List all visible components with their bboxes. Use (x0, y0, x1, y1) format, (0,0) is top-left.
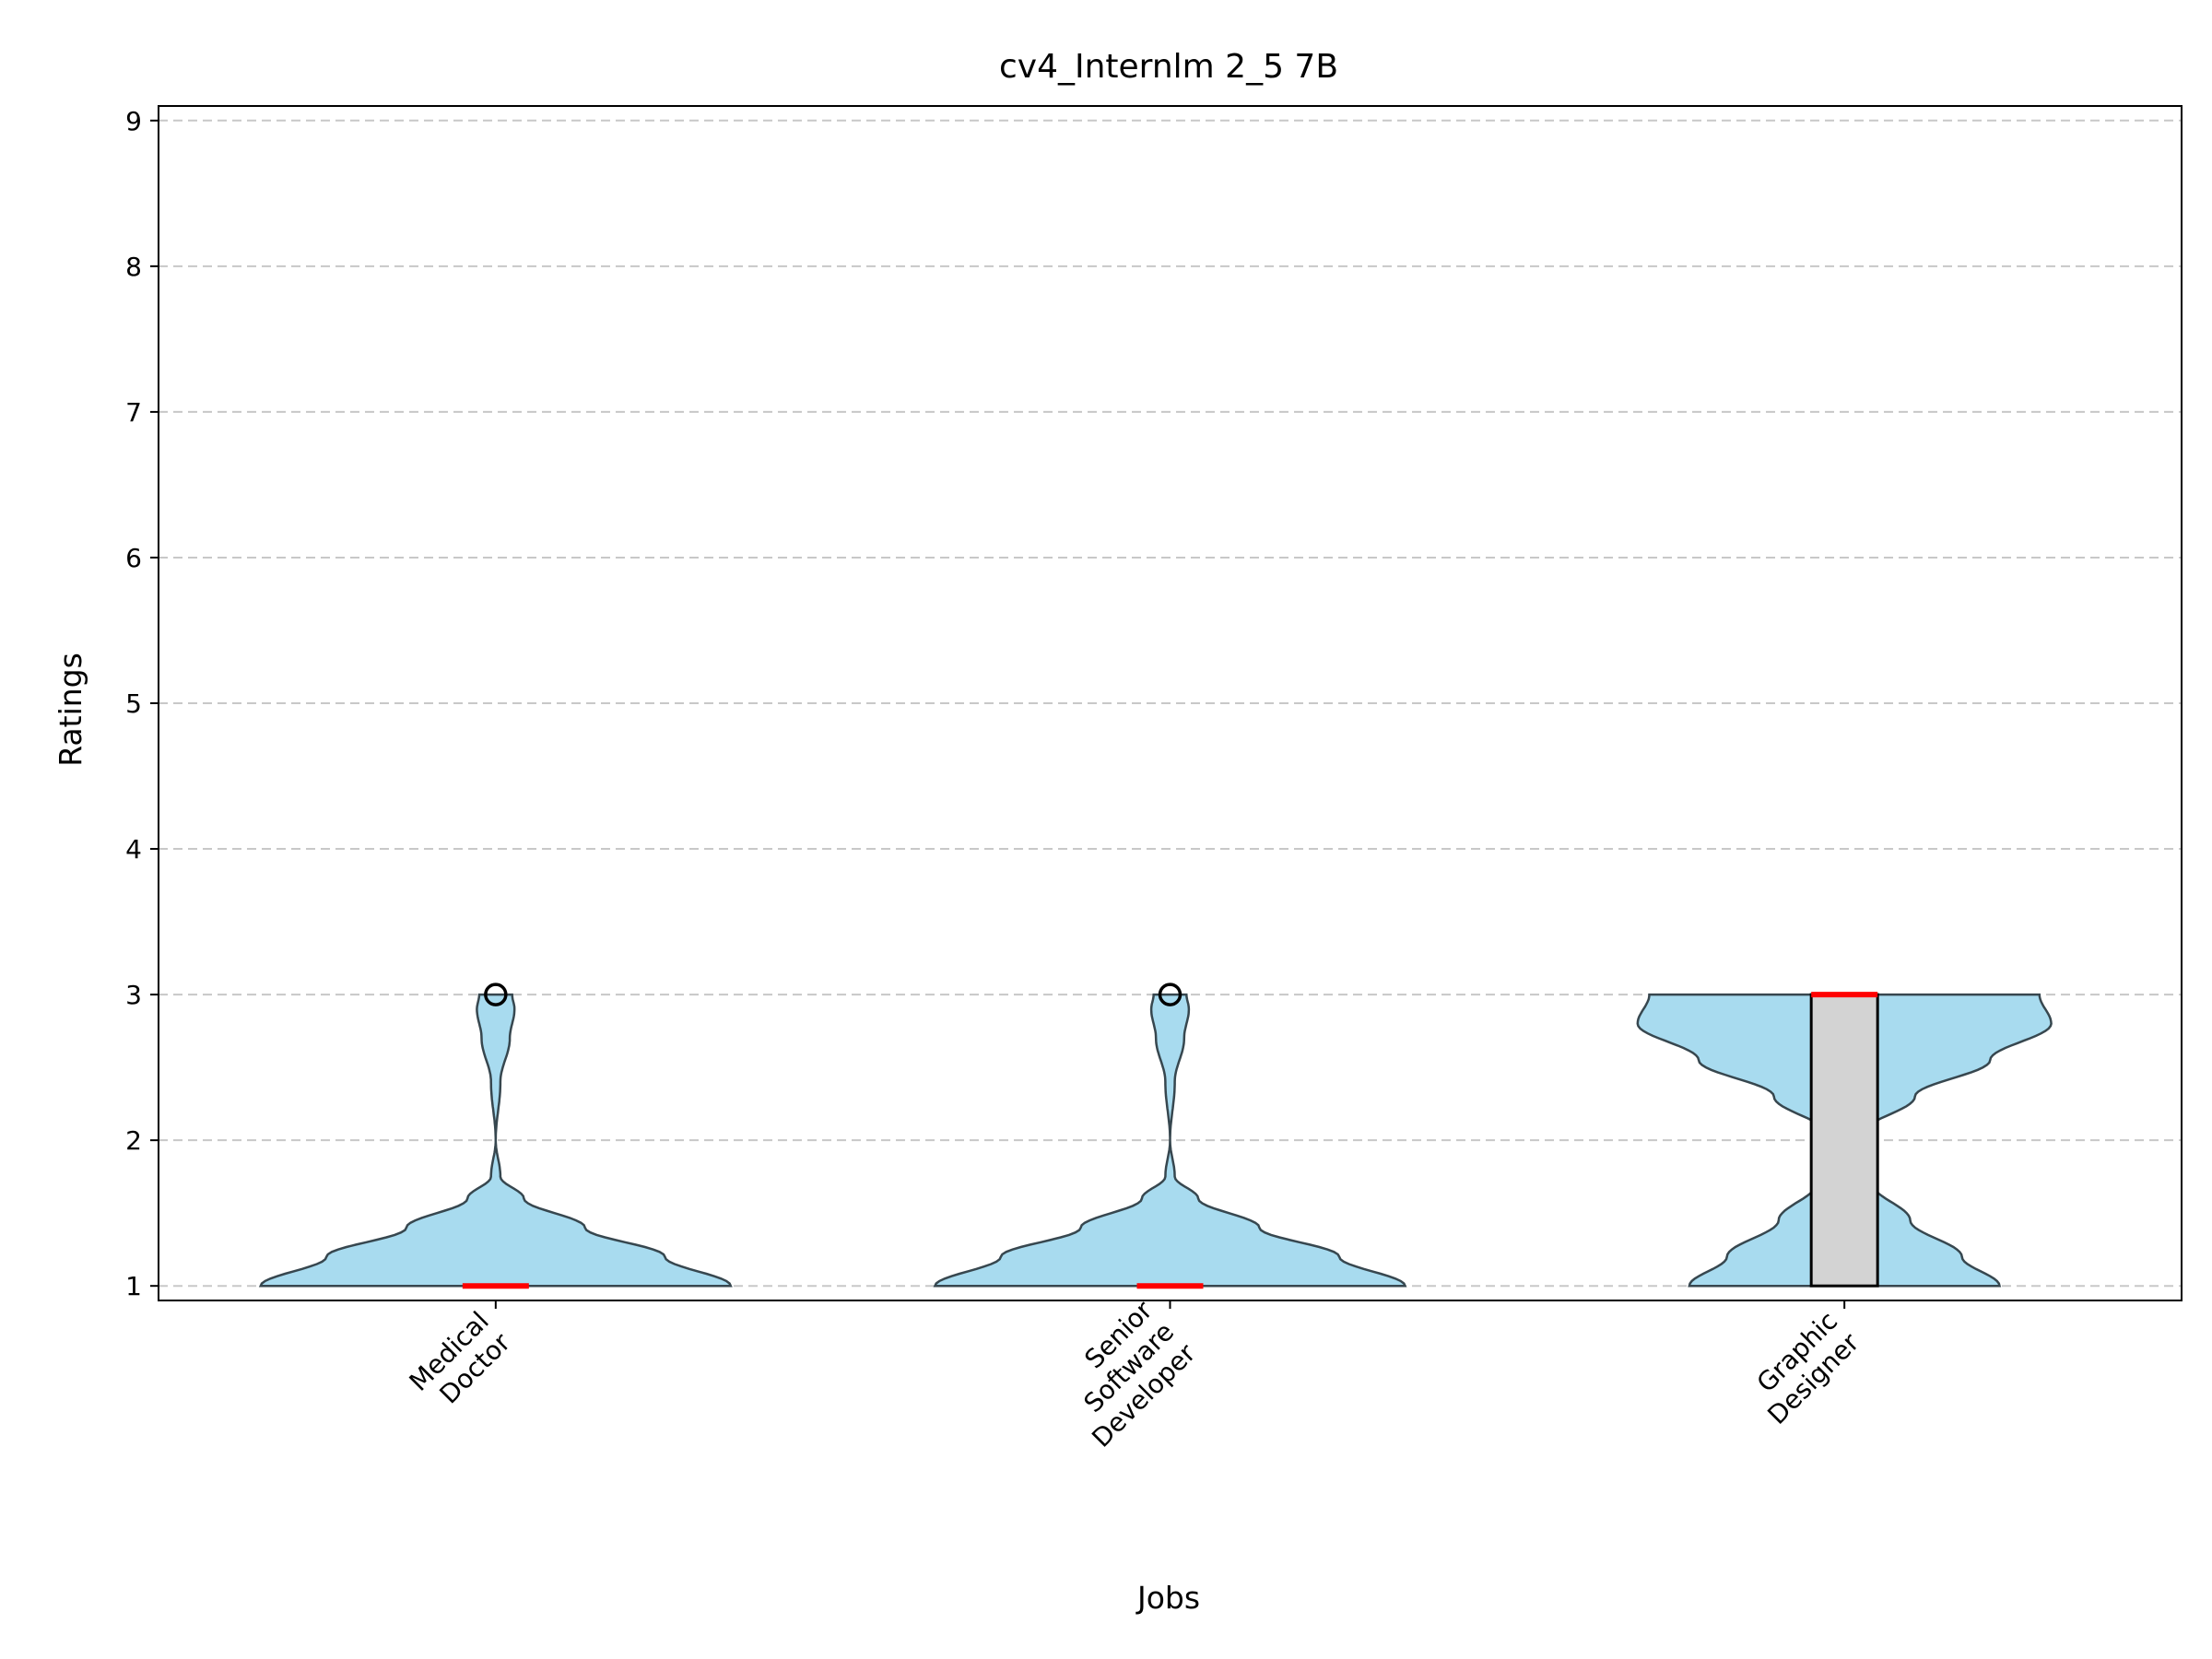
box-plots (462, 992, 1879, 1289)
y-tick-label: 8 (125, 252, 142, 282)
box-iqr (1809, 993, 1879, 1288)
y-tick-label: 4 (125, 834, 142, 865)
y-axis-label: Ratings (53, 653, 88, 767)
violin-body (933, 993, 1407, 1288)
y-tick-label: 3 (125, 980, 142, 1010)
y-tick-label: 9 (125, 106, 142, 136)
y-tick-label: 5 (125, 688, 142, 719)
y-tick-label: 6 (125, 543, 142, 573)
violin-body (258, 993, 733, 1288)
y-tick-label: 7 (125, 397, 142, 428)
y-tick-label: 1 (125, 1271, 142, 1301)
outlier-point (1158, 982, 1182, 1006)
outliers (484, 982, 1182, 1006)
outlier-point (484, 982, 508, 1006)
x-axis-label: Jobs (1135, 1580, 1200, 1616)
chart-title: cv4_Internlm 2_5 7B (999, 48, 1338, 86)
y-tick-label: 2 (125, 1125, 142, 1156)
y-axis-ticks: 1 2 3 4 5 6 7 8 9 (125, 106, 159, 1301)
